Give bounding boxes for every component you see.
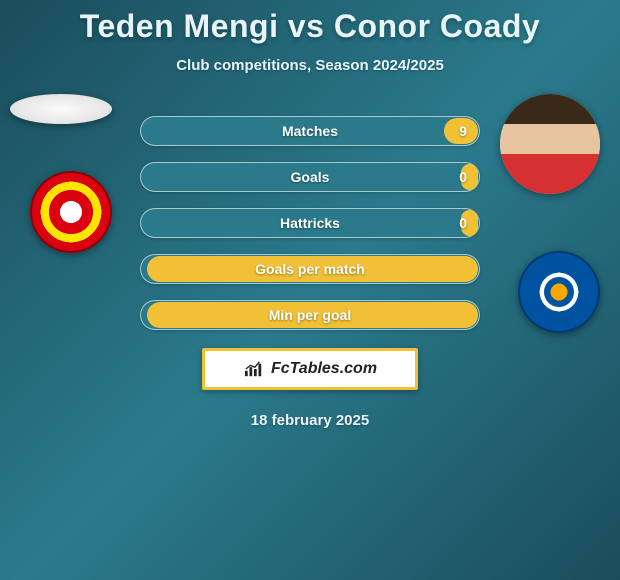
infographic-container: Teden Mengi vs Conor Coady Club competit… bbox=[0, 0, 620, 580]
chart-icon bbox=[243, 360, 265, 378]
comparison-title: Teden Mengi vs Conor Coady bbox=[80, 8, 540, 45]
stat-value-right: 0 bbox=[459, 169, 467, 185]
stat-row-hattricks: Hattricks 0 bbox=[140, 208, 480, 238]
stat-value-right: 9 bbox=[459, 123, 467, 139]
branding-text: FcTables.com bbox=[271, 360, 377, 378]
player-right-photo bbox=[500, 94, 600, 194]
stat-label: Matches bbox=[282, 123, 338, 139]
stat-row-matches: Matches 9 bbox=[140, 116, 480, 146]
stat-label: Min per goal bbox=[269, 307, 351, 323]
comparison-subtitle: Club competitions, Season 2024/2025 bbox=[176, 57, 444, 74]
date-text: 18 february 2025 bbox=[251, 412, 369, 429]
stat-row-goals-per-match: Goals per match bbox=[140, 254, 480, 284]
stat-value-right: 0 bbox=[459, 215, 467, 231]
stat-row-goals: Goals 0 bbox=[140, 162, 480, 192]
stat-rows: Matches 9 Goals 0 Hattricks 0 Goals per … bbox=[140, 116, 480, 330]
club-right-badge bbox=[518, 251, 600, 333]
stats-area: Matches 9 Goals 0 Hattricks 0 Goals per … bbox=[0, 106, 620, 346]
branding-box: FcTables.com bbox=[202, 348, 418, 390]
stat-row-min-per-goal: Min per goal bbox=[140, 300, 480, 330]
stat-label: Hattricks bbox=[280, 215, 340, 231]
stat-label: Goals per match bbox=[255, 261, 365, 277]
player-left-photo bbox=[10, 94, 112, 124]
club-left-badge bbox=[30, 171, 112, 253]
stat-label: Goals bbox=[291, 169, 330, 185]
